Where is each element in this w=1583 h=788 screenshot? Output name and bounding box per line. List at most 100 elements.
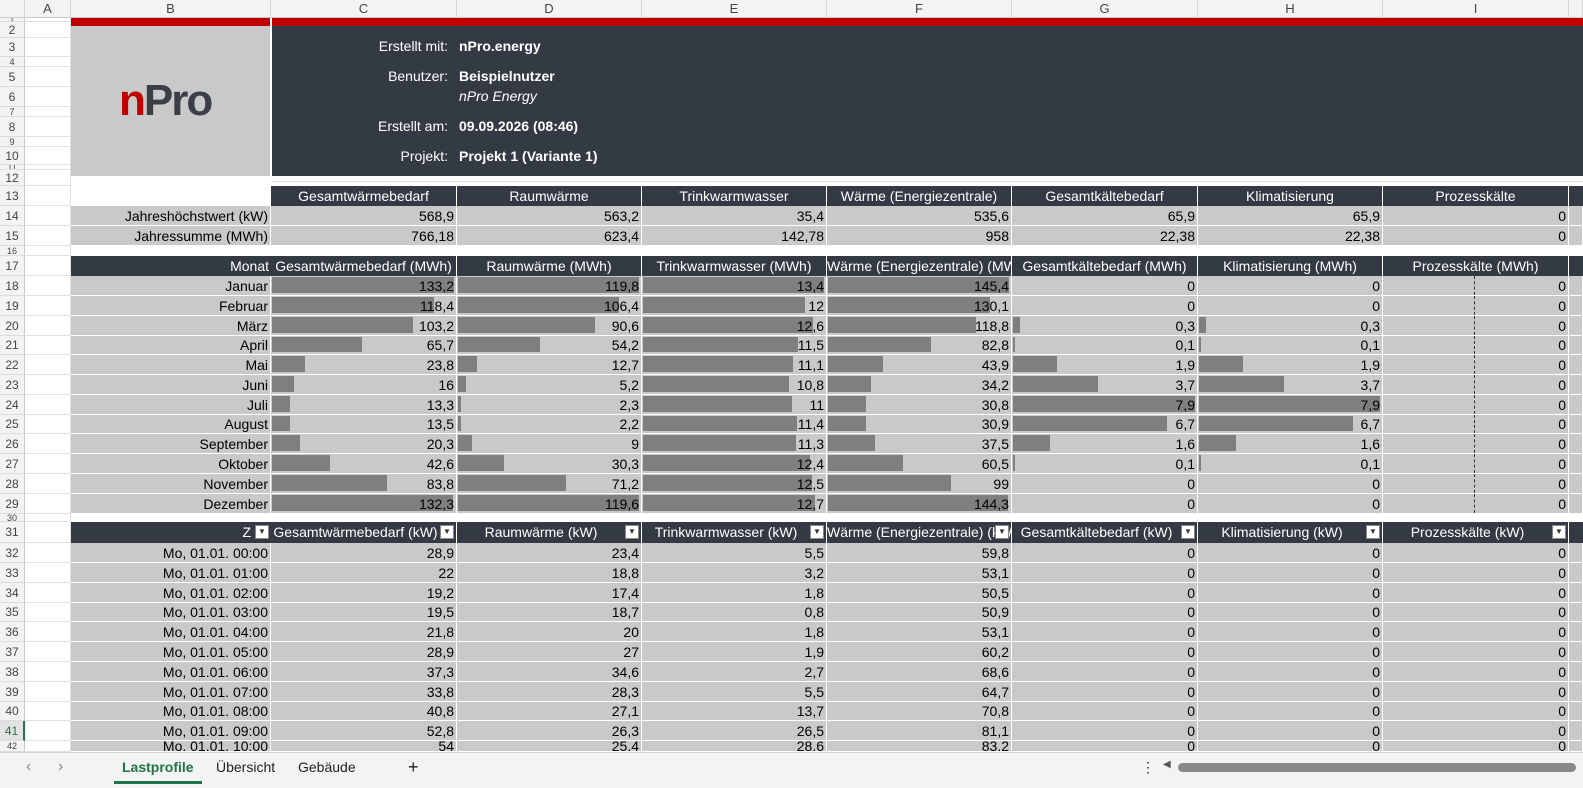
hourly-value-cell[interactable]: 53,1 xyxy=(827,622,1012,642)
grid-cell[interactable] xyxy=(25,721,71,741)
hourly-value-cell[interactable]: 0 xyxy=(1012,682,1198,702)
grid-cell[interactable] xyxy=(25,336,71,355)
month-label[interactable]: April xyxy=(71,336,271,355)
row-header[interactable]: 28 xyxy=(0,474,25,494)
monthly-value-cell[interactable]: 43,9 xyxy=(827,355,1012,375)
scroll-right-icon[interactable]: › xyxy=(58,758,64,775)
grid-cell[interactable] xyxy=(25,147,71,165)
grid-cell[interactable] xyxy=(25,22,71,38)
grid-cell[interactable] xyxy=(25,415,71,434)
summary-header[interactable]: Gesamtwärmebedarf xyxy=(271,186,457,206)
filter-dropdown-icon[interactable]: ▼ xyxy=(255,525,269,539)
month-label[interactable]: Juli xyxy=(71,395,271,415)
row-header[interactable]: 20 xyxy=(0,316,25,336)
grid-cell[interactable] xyxy=(25,543,71,563)
monthly-value-cell[interactable]: 0,1 xyxy=(1198,454,1383,474)
timestamp-cell[interactable]: Mo, 01.01. 00:00 xyxy=(71,543,271,563)
monthly-value-cell[interactable]: 1,6 xyxy=(1012,434,1198,454)
scroll-left-icon[interactable]: ‹ xyxy=(26,758,32,775)
hourly-value-cell[interactable]: 0 xyxy=(1383,721,1569,741)
grid-cell[interactable] xyxy=(25,702,71,721)
monthly-value-cell[interactable]: 118,4 xyxy=(271,296,457,316)
row-header[interactable]: 11 xyxy=(0,165,25,170)
hourly-value-cell[interactable]: 0 xyxy=(1198,662,1383,682)
summary-row-label[interactable]: Jahreshöchstwert (kW) xyxy=(71,206,271,226)
monthly-value-cell[interactable]: 130,1 xyxy=(827,296,1012,316)
monthly-value-cell[interactable]: 0,1 xyxy=(1198,336,1383,355)
grid-cell[interactable] xyxy=(25,355,71,375)
row-header[interactable]: 41 xyxy=(0,721,25,741)
hourly-header[interactable]: Raumwärme (kW) ▼ xyxy=(457,522,642,543)
timestamp-cell[interactable]: Mo, 01.01. 03:00 xyxy=(71,603,271,622)
select-all-corner[interactable] xyxy=(0,0,25,18)
hourly-value-cell[interactable]: 0 xyxy=(1383,702,1569,721)
hourly-value-cell[interactable]: 54 xyxy=(271,741,457,752)
hourly-value-cell[interactable]: 1,8 xyxy=(642,583,827,603)
hourly-value-cell[interactable]: 0 xyxy=(1198,702,1383,721)
hourly-value-cell[interactable]: 0 xyxy=(1383,662,1569,682)
monthly-value-cell[interactable]: 0,3 xyxy=(1012,316,1198,336)
monthly-value-cell[interactable]: 11,1 xyxy=(642,355,827,375)
hourly-value-cell[interactable]: 60,2 xyxy=(827,642,1012,662)
grid-cell[interactable] xyxy=(25,117,71,137)
monthly-value-cell[interactable]: 30,8 xyxy=(827,395,1012,415)
hourly-value-cell[interactable]: 20 xyxy=(457,622,642,642)
timestamp-cell[interactable]: Mo, 01.01. 06:00 xyxy=(71,662,271,682)
monthly-value-cell[interactable]: 0 xyxy=(1383,434,1569,454)
hourly-value-cell[interactable]: 0 xyxy=(1012,543,1198,563)
hourly-value-cell[interactable]: 13,7 xyxy=(642,702,827,721)
monthly-value-cell[interactable]: 12,4 xyxy=(642,454,827,474)
grid-cell[interactable] xyxy=(25,276,71,296)
hourly-value-cell[interactable]: 0 xyxy=(1383,603,1569,622)
hourly-value-cell[interactable]: 53,1 xyxy=(827,563,1012,583)
hourly-value-cell[interactable]: 0 xyxy=(1383,682,1569,702)
monthly-value-cell[interactable]: 83,8 xyxy=(271,474,457,494)
row-header[interactable]: 37 xyxy=(0,642,25,662)
grid-cell[interactable] xyxy=(25,642,71,662)
grid-cell[interactable] xyxy=(25,246,71,256)
tab-uebersicht[interactable]: Übersicht xyxy=(216,759,276,775)
monthly-value-cell[interactable]: 0 xyxy=(1383,415,1569,434)
summary-header[interactable]: Gesamtkältebedarf xyxy=(1012,186,1198,206)
row-header[interactable]: 22 xyxy=(0,355,25,375)
row-header[interactable]: 4 xyxy=(0,57,25,67)
row-header[interactable]: 13 xyxy=(0,186,25,206)
month-label[interactable]: Februar xyxy=(71,296,271,316)
hourly-value-cell[interactable]: 19,5 xyxy=(271,603,457,622)
monthly-value-cell[interactable]: 1,9 xyxy=(1198,355,1383,375)
monthly-value-cell[interactable]: 11,3 xyxy=(642,434,827,454)
month-label[interactable]: Januar xyxy=(71,276,271,296)
monthly-value-cell[interactable]: 13,4 xyxy=(642,276,827,296)
hourly-value-cell[interactable]: 0 xyxy=(1198,622,1383,642)
column-header-b[interactable]: B xyxy=(71,0,271,18)
monthly-value-cell[interactable]: 0 xyxy=(1383,494,1569,514)
row-header[interactable]: 2 xyxy=(0,22,25,38)
summary-row-label[interactable]: Jahressumme (MWh) xyxy=(71,226,271,246)
monthly-value-cell[interactable]: 0,1 xyxy=(1012,336,1198,355)
hourly-value-cell[interactable]: 81,1 xyxy=(827,721,1012,741)
hourly-value-cell[interactable]: 0 xyxy=(1012,702,1198,721)
summary-header[interactable]: Wärme (Energiezentrale) xyxy=(827,186,1012,206)
monthly-value-cell[interactable]: 0 xyxy=(1198,494,1383,514)
monthly-header[interactable]: Trinkwarmwasser (MWh) xyxy=(642,256,827,276)
month-label[interactable]: November xyxy=(71,474,271,494)
filter-dropdown-icon[interactable]: ▼ xyxy=(1181,525,1195,539)
grid-cell[interactable] xyxy=(25,170,71,186)
month-label[interactable]: Dezember xyxy=(71,494,271,514)
grid-cell[interactable] xyxy=(25,494,71,514)
monthly-header[interactable]: Gesamtkältebedarf (MWh) xyxy=(1012,256,1198,276)
column-header-i[interactable]: I xyxy=(1383,0,1569,18)
hourly-value-cell[interactable]: 18,7 xyxy=(457,603,642,622)
summary-header[interactable]: Raumwärme xyxy=(457,186,642,206)
monthly-value-cell[interactable]: 30,3 xyxy=(457,454,642,474)
hourly-value-cell[interactable]: 17,4 xyxy=(457,583,642,603)
monthly-header[interactable]: Gesamtwärmebedarf (MWh) xyxy=(271,256,457,276)
monthly-value-cell[interactable]: 34,2 xyxy=(827,375,1012,395)
row-header[interactable]: 14 xyxy=(0,206,25,226)
row-header[interactable]: 21 xyxy=(0,336,25,355)
row-header[interactable]: 39 xyxy=(0,682,25,702)
row-header[interactable]: 3 xyxy=(0,38,25,57)
hourly-value-cell[interactable]: 0 xyxy=(1012,642,1198,662)
monthly-value-cell[interactable]: 0 xyxy=(1383,454,1569,474)
hourly-value-cell[interactable]: 0 xyxy=(1198,682,1383,702)
